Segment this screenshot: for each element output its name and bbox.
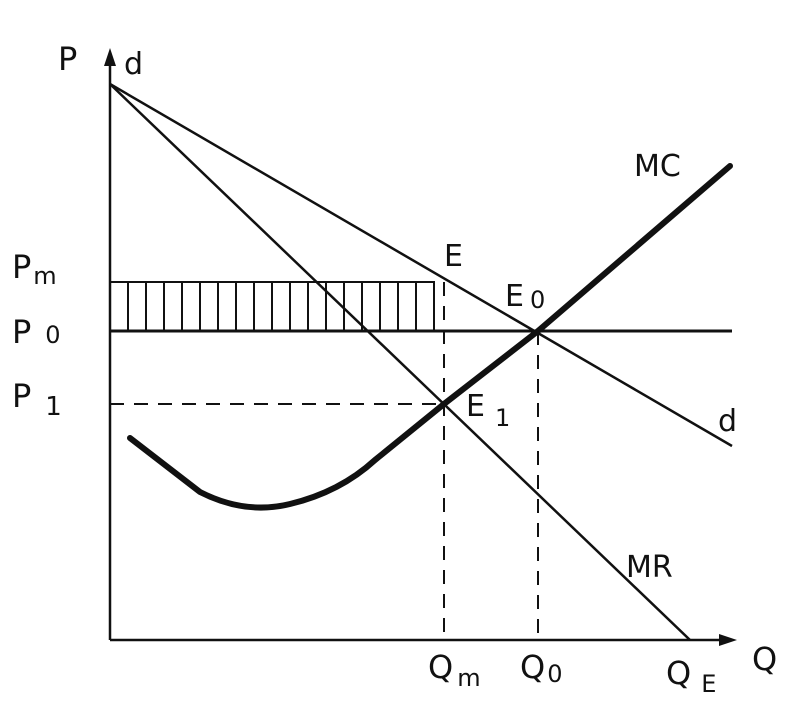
point-label-e: E bbox=[444, 239, 463, 274]
quantity-axis-label: Q bbox=[752, 640, 777, 678]
demand-label-bottom: d bbox=[718, 404, 737, 439]
marginal-cost-label: MC bbox=[634, 149, 681, 184]
marginal-cost-curve bbox=[127, 163, 733, 511]
price-axis-label: P bbox=[58, 40, 77, 78]
quantity-axis-arrow bbox=[719, 634, 737, 646]
monopoly-profit-band bbox=[109, 281, 435, 331]
price-axis-arrow bbox=[104, 48, 116, 66]
marginal-revenue-curve bbox=[109, 83, 691, 641]
quantity-label-competitive: Q0 bbox=[520, 648, 562, 688]
demand-label-top: d bbox=[124, 47, 143, 82]
price-label-monopoly: Pm bbox=[12, 248, 57, 290]
demand-curve bbox=[109, 82, 733, 448]
marginal-revenue-label: MR bbox=[626, 550, 673, 585]
